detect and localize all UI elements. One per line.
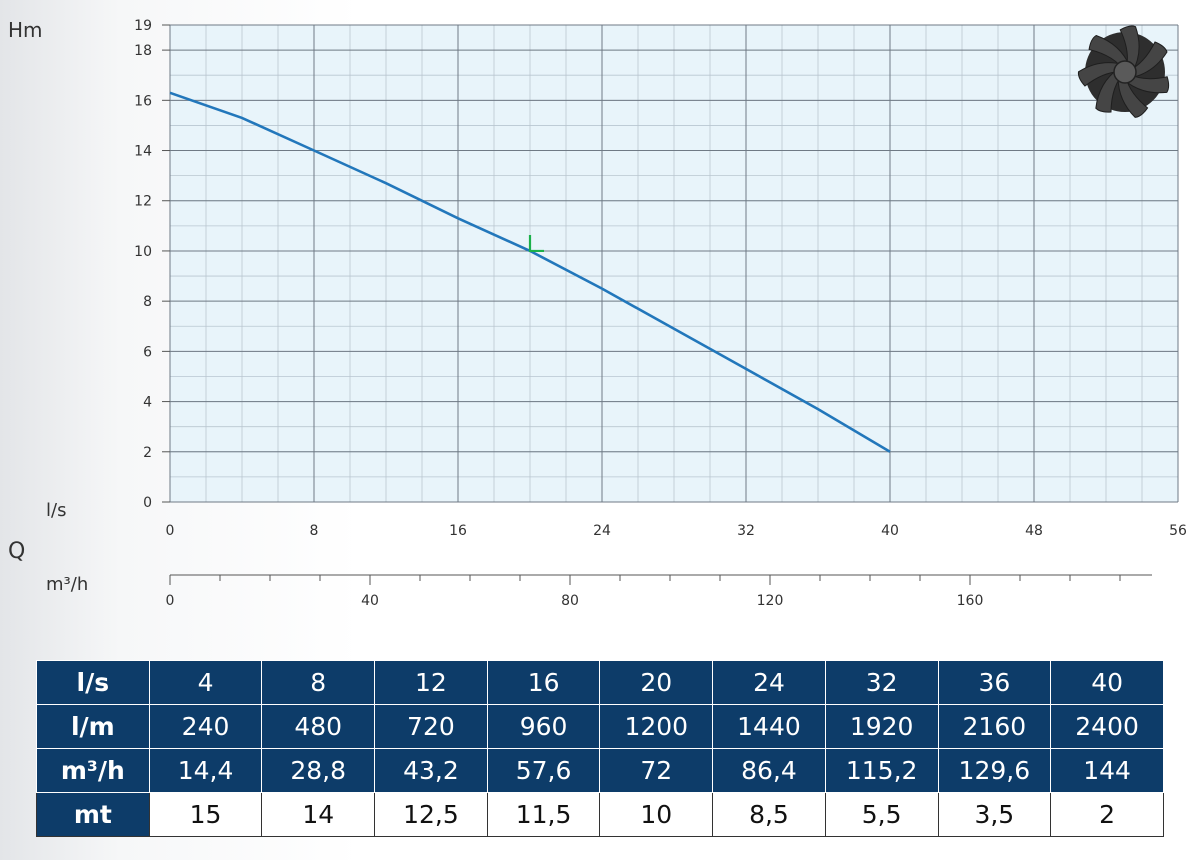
x-tick-label: 32 bbox=[737, 523, 755, 539]
x-tick-label: 8 bbox=[310, 523, 319, 539]
table-cell: 20 bbox=[599, 660, 714, 705]
table-cell: 960 bbox=[486, 704, 601, 749]
marker-shape bbox=[528, 234, 544, 253]
y-tick-label: 16 bbox=[134, 93, 152, 109]
table-cell: 28,8 bbox=[261, 748, 376, 793]
table-cell: 8 bbox=[261, 660, 376, 705]
row-header: mt bbox=[36, 792, 150, 837]
table-cell: 4 bbox=[148, 660, 263, 705]
row-header: l/s bbox=[36, 660, 150, 705]
y-tick-label: 10 bbox=[134, 244, 152, 260]
x-tick-label: 24 bbox=[593, 523, 611, 539]
secondary-tick-label: 120 bbox=[757, 593, 784, 609]
secondary-tick-label: 40 bbox=[361, 593, 379, 609]
x-tick-label: 0 bbox=[166, 523, 175, 539]
table-cell: 10 bbox=[599, 792, 714, 837]
impeller-vane bbox=[1077, 62, 1126, 87]
table-cell: 11,5 bbox=[486, 792, 601, 837]
table-cell: 240 bbox=[148, 704, 263, 749]
x-tick-label: 56 bbox=[1169, 523, 1187, 539]
table-cell: 1920 bbox=[824, 704, 939, 749]
secondary-tick-label: 0 bbox=[166, 593, 175, 609]
table-cell: 480 bbox=[261, 704, 376, 749]
y-tick-label: 19 bbox=[134, 18, 152, 34]
row-header: l/m bbox=[36, 704, 150, 749]
table-cell: 14,4 bbox=[148, 748, 263, 793]
table-cell: 24 bbox=[712, 660, 826, 705]
table-cell: 72 bbox=[599, 748, 714, 793]
y-axis-unit-hm: Hm bbox=[8, 18, 43, 42]
table-cell: 40 bbox=[1050, 660, 1164, 705]
table-cell: 144 bbox=[1050, 748, 1164, 793]
y-tick-label: 14 bbox=[134, 144, 152, 160]
x-axis-ticks: 0 8 16 24 32 40 48 56 bbox=[166, 523, 1187, 539]
y-tick-label: 18 bbox=[134, 43, 152, 59]
table-row: l/s 4 8 12 16 20 24 32 36 40 bbox=[36, 660, 1164, 705]
table-cell: 129,6 bbox=[937, 748, 1052, 793]
table-cell: 15 bbox=[148, 792, 263, 837]
table-cell: 32 bbox=[824, 660, 939, 705]
y-tick-label: 4 bbox=[143, 395, 152, 411]
table-row: m³/h 14,4 28,8 43,2 57,6 72 86,4 115,2 129,6 144 bbox=[36, 748, 1164, 793]
duty-point-marker bbox=[528, 234, 544, 253]
table-row: l/m 240 480 720 960 1200 1440 1920 2160 2400 bbox=[36, 704, 1164, 749]
secondary-tick-label: 160 bbox=[957, 593, 984, 609]
y-tick-label: 6 bbox=[143, 344, 152, 360]
table-cell: 14 bbox=[261, 792, 376, 837]
y-axis-ticks: 0 2 4 6 8 10 12 14 16 18 19 bbox=[134, 18, 170, 511]
y-tick-label: 0 bbox=[143, 495, 152, 511]
major-grid bbox=[169, 24, 1179, 503]
x-tick-label: 48 bbox=[1025, 523, 1043, 539]
table-row: mt 15 14 12,5 11,5 10 8,5 5,5 3,5 2 bbox=[36, 792, 1164, 837]
secondary-x-axis: 0 40 80 120 160 bbox=[166, 574, 1152, 609]
x-tick-label: 16 bbox=[449, 523, 467, 539]
table-cell: 57,6 bbox=[486, 748, 601, 793]
performance-table: l/s 4 8 12 16 20 24 32 36 40 l/m 240 480 720 960 1200 14… bbox=[36, 660, 1164, 837]
table-cell: 115,2 bbox=[824, 748, 939, 793]
table-cell: 43,2 bbox=[374, 748, 488, 793]
y-tick-label: 2 bbox=[143, 445, 152, 461]
table-cell: 36 bbox=[937, 660, 1052, 705]
y-tick-label: 8 bbox=[143, 294, 152, 310]
row-header: m³/h bbox=[36, 748, 150, 793]
x-tick-label: 40 bbox=[881, 523, 899, 539]
flow-symbol-q: Q bbox=[8, 539, 25, 564]
impeller-vane bbox=[1119, 25, 1140, 74]
table-cell: 16 bbox=[486, 660, 601, 705]
secondary-tick-label: 80 bbox=[561, 593, 579, 609]
table-cell: 1200 bbox=[599, 704, 714, 749]
table-cell: 1440 bbox=[712, 704, 826, 749]
y-tick-label: 12 bbox=[134, 194, 152, 210]
table-cell: 12,5 bbox=[374, 792, 488, 837]
table-cell: 3,5 bbox=[937, 792, 1052, 837]
table-cell: 2 bbox=[1050, 792, 1164, 837]
table-cell: 86,4 bbox=[712, 748, 826, 793]
impeller-hub bbox=[1113, 60, 1137, 84]
table-cell: 12 bbox=[374, 660, 488, 705]
impeller-icon bbox=[1077, 25, 1170, 118]
table-cell: 5,5 bbox=[824, 792, 939, 837]
x-axis-unit-ls: l/s bbox=[46, 500, 66, 521]
table-cell: 2160 bbox=[937, 704, 1052, 749]
table-cell: 720 bbox=[374, 704, 488, 749]
x2-axis-unit-m3h: m³/h bbox=[46, 574, 88, 595]
table-cell: 2400 bbox=[1050, 704, 1164, 749]
table-cell: 8,5 bbox=[712, 792, 826, 837]
